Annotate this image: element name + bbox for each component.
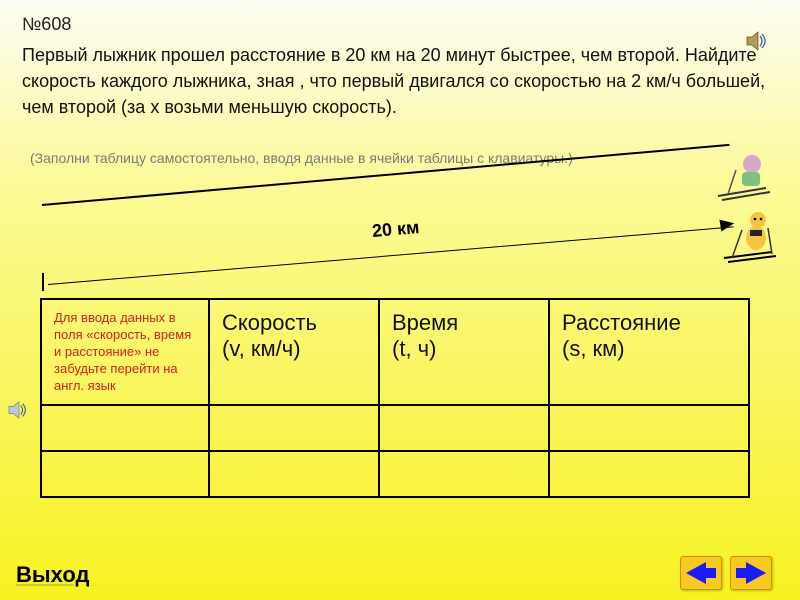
row-label-input[interactable] [41,451,209,497]
time-input[interactable] [379,451,549,497]
distance-label: 20 км [371,217,420,242]
distance-input[interactable] [549,451,749,497]
distance-diagram: 20 км [42,204,742,284]
slide: №608 Первый лыжник прошел расстояние в 2… [0,0,800,600]
speaker-icon[interactable] [746,30,770,57]
data-table: Для ввода данных в поля «скорость, время… [40,298,750,498]
time-input[interactable] [379,405,549,451]
row-label-input[interactable] [41,405,209,451]
instruction-text: (Заполни таблицу самостоятельно, вводя д… [30,150,573,166]
prev-button[interactable] [680,556,722,590]
problem-number: №608 [22,14,71,35]
exit-button[interactable]: Выход [16,562,89,588]
speed-input[interactable] [209,405,379,451]
distance-input[interactable] [549,405,749,451]
speaker-icon[interactable] [8,400,30,425]
col-header-speed: Скорость(v, км/ч) [209,299,379,405]
skier-illustration [712,150,772,202]
col-header-time: Время(t, ч) [379,299,549,405]
next-button[interactable] [730,556,772,590]
problem-text: Первый лыжник прошел расстояние в 20 км … [22,42,768,120]
col-header-distance: Расстояние(s, км) [549,299,749,405]
speed-input[interactable] [209,451,379,497]
table-hint: Для ввода данных в поля «скорость, время… [41,299,209,405]
